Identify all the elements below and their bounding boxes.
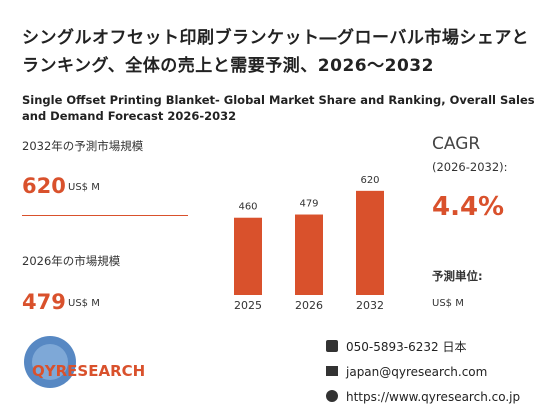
value-label: 460 bbox=[238, 202, 257, 213]
bar bbox=[295, 214, 323, 295]
value-label: 620 bbox=[360, 175, 379, 186]
forecast-label: 2032年の予測市場規模 bbox=[22, 139, 144, 153]
unit-label: 予測単位: bbox=[432, 269, 483, 283]
bar bbox=[356, 190, 384, 295]
cagr-value: 4.4% bbox=[432, 192, 505, 222]
x-tick-label: 2025 bbox=[234, 299, 262, 312]
current-unit: US$ M bbox=[68, 298, 100, 309]
x-tick-label: 2032 bbox=[356, 299, 384, 312]
divider bbox=[22, 215, 188, 216]
bar bbox=[234, 217, 262, 295]
forecast-unit: US$ M bbox=[68, 182, 100, 193]
x-tick-label: 2026 bbox=[295, 299, 323, 312]
web-icon bbox=[326, 390, 338, 402]
email: japan@qyresearch.com bbox=[345, 365, 487, 379]
phone-icon bbox=[326, 340, 338, 352]
current-value: 479 bbox=[22, 290, 66, 314]
current-label: 2026年の市場規模 bbox=[22, 254, 121, 268]
cagr-label: CAGR bbox=[432, 134, 481, 154]
title: シングルオフセット印刷ブランケット―グローバル市場シェアとランキング、全体の売上… bbox=[22, 28, 529, 76]
cagr-period: (2026-2032): bbox=[432, 160, 508, 174]
logo: QYRESEARCH bbox=[24, 336, 145, 388]
unit-value: US$ M bbox=[432, 298, 464, 309]
subtitle: Single Offset Printing Blanket- Global M… bbox=[22, 93, 535, 123]
logo-text: QYRESEARCH bbox=[32, 362, 145, 380]
mail-icon bbox=[326, 366, 338, 376]
website: https://www.qyresearch.co.jp bbox=[346, 390, 520, 404]
phone: 050-5893-6232 日本 bbox=[346, 340, 466, 354]
forecast-value: 620 bbox=[22, 174, 66, 198]
value-label: 479 bbox=[299, 199, 318, 210]
